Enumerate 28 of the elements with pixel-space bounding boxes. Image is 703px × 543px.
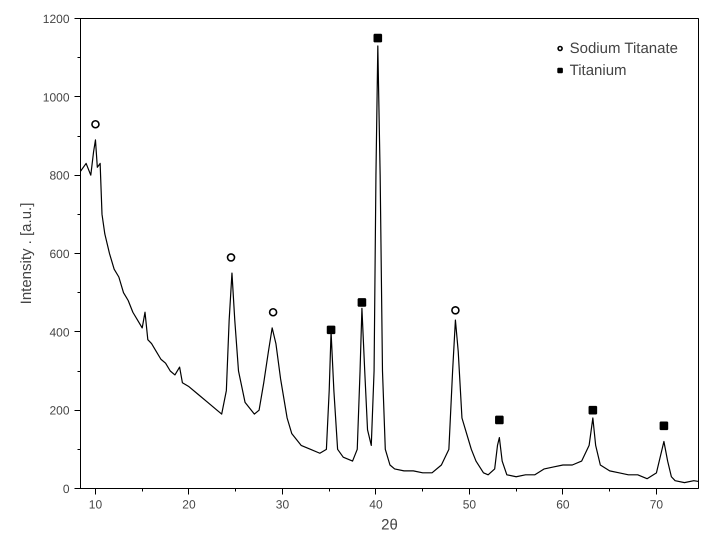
- x-tick-label: 20: [182, 498, 196, 512]
- y-axis-title: Intensity . [a.u.]: [18, 202, 35, 304]
- x-tick-label: 30: [276, 498, 290, 512]
- point: [268, 308, 278, 317]
- point: [451, 306, 460, 315]
- y-tick-label: 600: [49, 247, 70, 261]
- y-tick-label: 1000: [42, 90, 70, 104]
- x-tick-label: 60: [556, 498, 570, 512]
- x-tick-label: 10: [88, 498, 102, 512]
- point: [660, 422, 668, 430]
- legend-label: Titanium: [570, 62, 627, 78]
- x-axis-title: 2θ: [381, 516, 398, 534]
- point: [588, 406, 598, 414]
- point: [91, 120, 100, 129]
- point: [495, 416, 504, 424]
- y-tick-label: 400: [49, 325, 70, 340]
- point: [326, 326, 336, 334]
- y-tick-label: 0: [62, 482, 70, 496]
- x-tick-label: 40: [369, 498, 383, 512]
- y-tick-label: 1200: [42, 12, 70, 26]
- x-tick-label: 50: [462, 498, 476, 512]
- point: [374, 34, 382, 42]
- y-tick-label: 200: [49, 404, 70, 418]
- point: [358, 298, 366, 307]
- legend-label: Sodium Titanate: [570, 40, 678, 56]
- y-tick-label: 800: [49, 168, 70, 183]
- point: [226, 253, 236, 262]
- x-tick-label: 70: [650, 498, 664, 512]
